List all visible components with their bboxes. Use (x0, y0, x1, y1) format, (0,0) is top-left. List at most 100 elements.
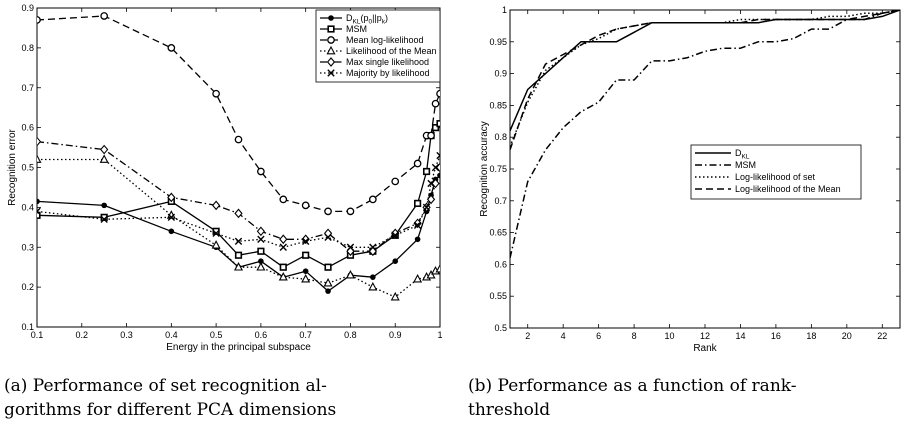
y-tick-label: 0.6 (21, 123, 34, 133)
data-point (256, 226, 266, 237)
data-point (391, 177, 400, 186)
data-point (256, 262, 266, 271)
caption-b-line2: threshold (468, 400, 551, 420)
chart-a-recognition-error: 0.1 0.2 0.3 0.4 0.5 0.6 0.7 0.8 0.9 1 0.1 0.2 0.3 0.4… (7, 3, 443, 353)
data-point (302, 251, 310, 259)
y-tick-label: 0.65 (489, 228, 507, 238)
x-tick-label: 10 (665, 331, 675, 341)
data-point (369, 243, 377, 251)
data-point (413, 218, 422, 229)
data-point (391, 228, 400, 239)
data-point (390, 291, 400, 301)
data-point (212, 229, 220, 237)
y-tick-label: 0.85 (489, 100, 507, 110)
y-tick-label: 0.9 (494, 69, 507, 79)
data-point (37, 154, 42, 163)
x-tick-label: 22 (877, 331, 887, 341)
data-point (234, 251, 243, 259)
legend-marker (327, 36, 335, 44)
legend-label-part: ||p (372, 13, 382, 23)
legend-entry-label: Log-likelihood of set (735, 172, 816, 182)
y-axis-label: Recognition error (7, 128, 18, 205)
data-point (436, 120, 440, 128)
data-point (413, 159, 422, 168)
data-point (234, 208, 243, 219)
data-point (167, 192, 176, 203)
x-tick-label: 0.6 (255, 330, 268, 340)
legend-label-part: (p (360, 13, 368, 23)
data-point (301, 201, 310, 210)
y-tick-label: 0.8 (21, 43, 34, 53)
legend-entry-label: DKL(p0||pk) (346, 13, 388, 26)
x-tick-label: 12 (700, 331, 710, 341)
x-tick-label: 0.9 (389, 330, 402, 340)
data-point (427, 131, 435, 140)
legend-label-part: KL (742, 154, 750, 161)
legend-entry-label: DKL (735, 148, 750, 161)
legend-label-part: 0 (368, 19, 372, 26)
x-tick-label: 0.8 (344, 330, 357, 340)
caption-a: (a) Performance of set recognition al- g… (4, 374, 444, 422)
series-line (37, 158, 440, 298)
data-point (413, 221, 422, 230)
legend-label-part: D (346, 13, 353, 23)
y-tick-label: 0.95 (489, 37, 507, 47)
legend-entry-label: Mean log-likelihood (346, 35, 424, 45)
x-tick-label: 0.7 (299, 330, 312, 340)
data-point (324, 263, 332, 271)
data-point (211, 200, 221, 211)
legend-label-part: ) (385, 13, 388, 23)
x-tick-label: 18 (806, 331, 816, 341)
x-tick-label: 0.5 (210, 330, 223, 340)
series-line (37, 175, 440, 292)
x-tick-label: 0.3 (120, 330, 133, 340)
data-point (257, 235, 265, 243)
data-point (346, 207, 355, 216)
data-point (257, 167, 265, 176)
series-line (37, 155, 440, 248)
legend-label-part: k (382, 19, 386, 26)
series-line (510, 10, 900, 151)
x-tick-label: 2 (525, 331, 530, 341)
x-tick-label: 0.1 (31, 330, 44, 340)
chart-b-recognition-accuracy: 2 4 6 8 10 12 14 16 18 20 22 0.5 0.55 0.6 0.65 0.7 0.75 0… (479, 5, 901, 354)
data-point (167, 44, 176, 52)
data-point (301, 237, 310, 245)
data-point (212, 89, 220, 98)
data-point (258, 258, 264, 265)
data-point (100, 144, 109, 155)
legend-entry-label: MSM (346, 24, 367, 34)
y-tick-label: 1 (502, 5, 507, 15)
data-point (37, 211, 41, 219)
data-point (100, 215, 108, 224)
series-line (510, 10, 900, 132)
data-point (167, 213, 176, 222)
data-point (99, 154, 109, 163)
x-tick-label: 0.4 (165, 330, 178, 340)
data-point (257, 247, 265, 255)
data-point (279, 195, 288, 204)
y-tick-label: 0.8 (494, 132, 507, 142)
x-axis-label: Energy in the principal subspace (166, 342, 311, 353)
data-point (437, 172, 440, 179)
series-line (510, 10, 900, 259)
data-point (436, 151, 440, 160)
data-point (414, 199, 422, 207)
data-point (414, 236, 421, 243)
data-point (302, 268, 309, 274)
y-tick-label: 0.5 (21, 163, 34, 173)
data-point (234, 135, 243, 144)
data-point (211, 240, 221, 249)
data-point (101, 202, 107, 209)
x-tick-label: 0.2 (76, 330, 89, 340)
data-point (324, 233, 332, 241)
plot-area (510, 10, 900, 259)
data-point (392, 258, 399, 265)
legend-marker (326, 45, 336, 55)
data-point (413, 273, 423, 283)
data-point (37, 207, 41, 216)
caption-b-line1: (b) Performance as a function of rank- (468, 376, 797, 396)
